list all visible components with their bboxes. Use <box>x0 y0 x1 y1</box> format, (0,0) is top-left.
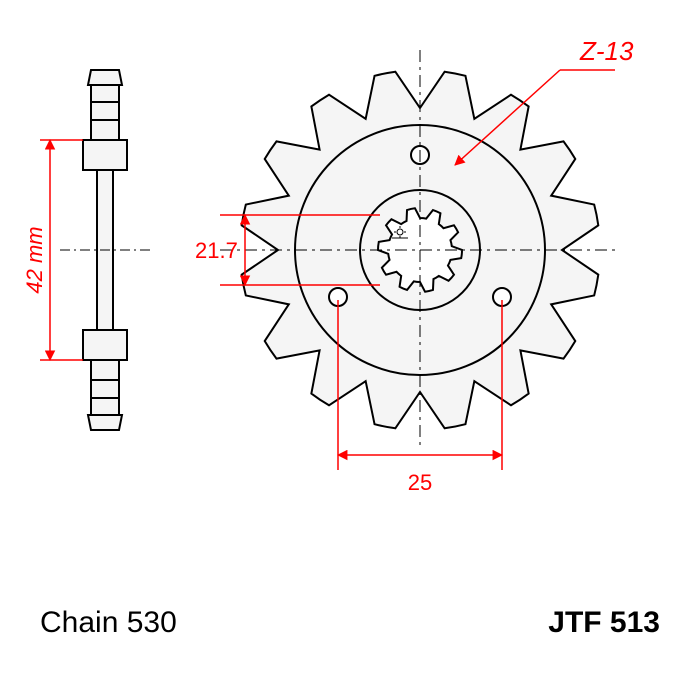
dim-217-label: 21.7 <box>195 238 238 263</box>
dim-42-label: 42 mm <box>22 226 47 293</box>
z13-label: Z-13 <box>579 36 634 66</box>
chain-label: Chain 530 <box>40 606 177 640</box>
dim-25-label: 25 <box>408 470 432 495</box>
part-number: JTF 513 <box>548 606 660 640</box>
front-view <box>220 50 620 450</box>
